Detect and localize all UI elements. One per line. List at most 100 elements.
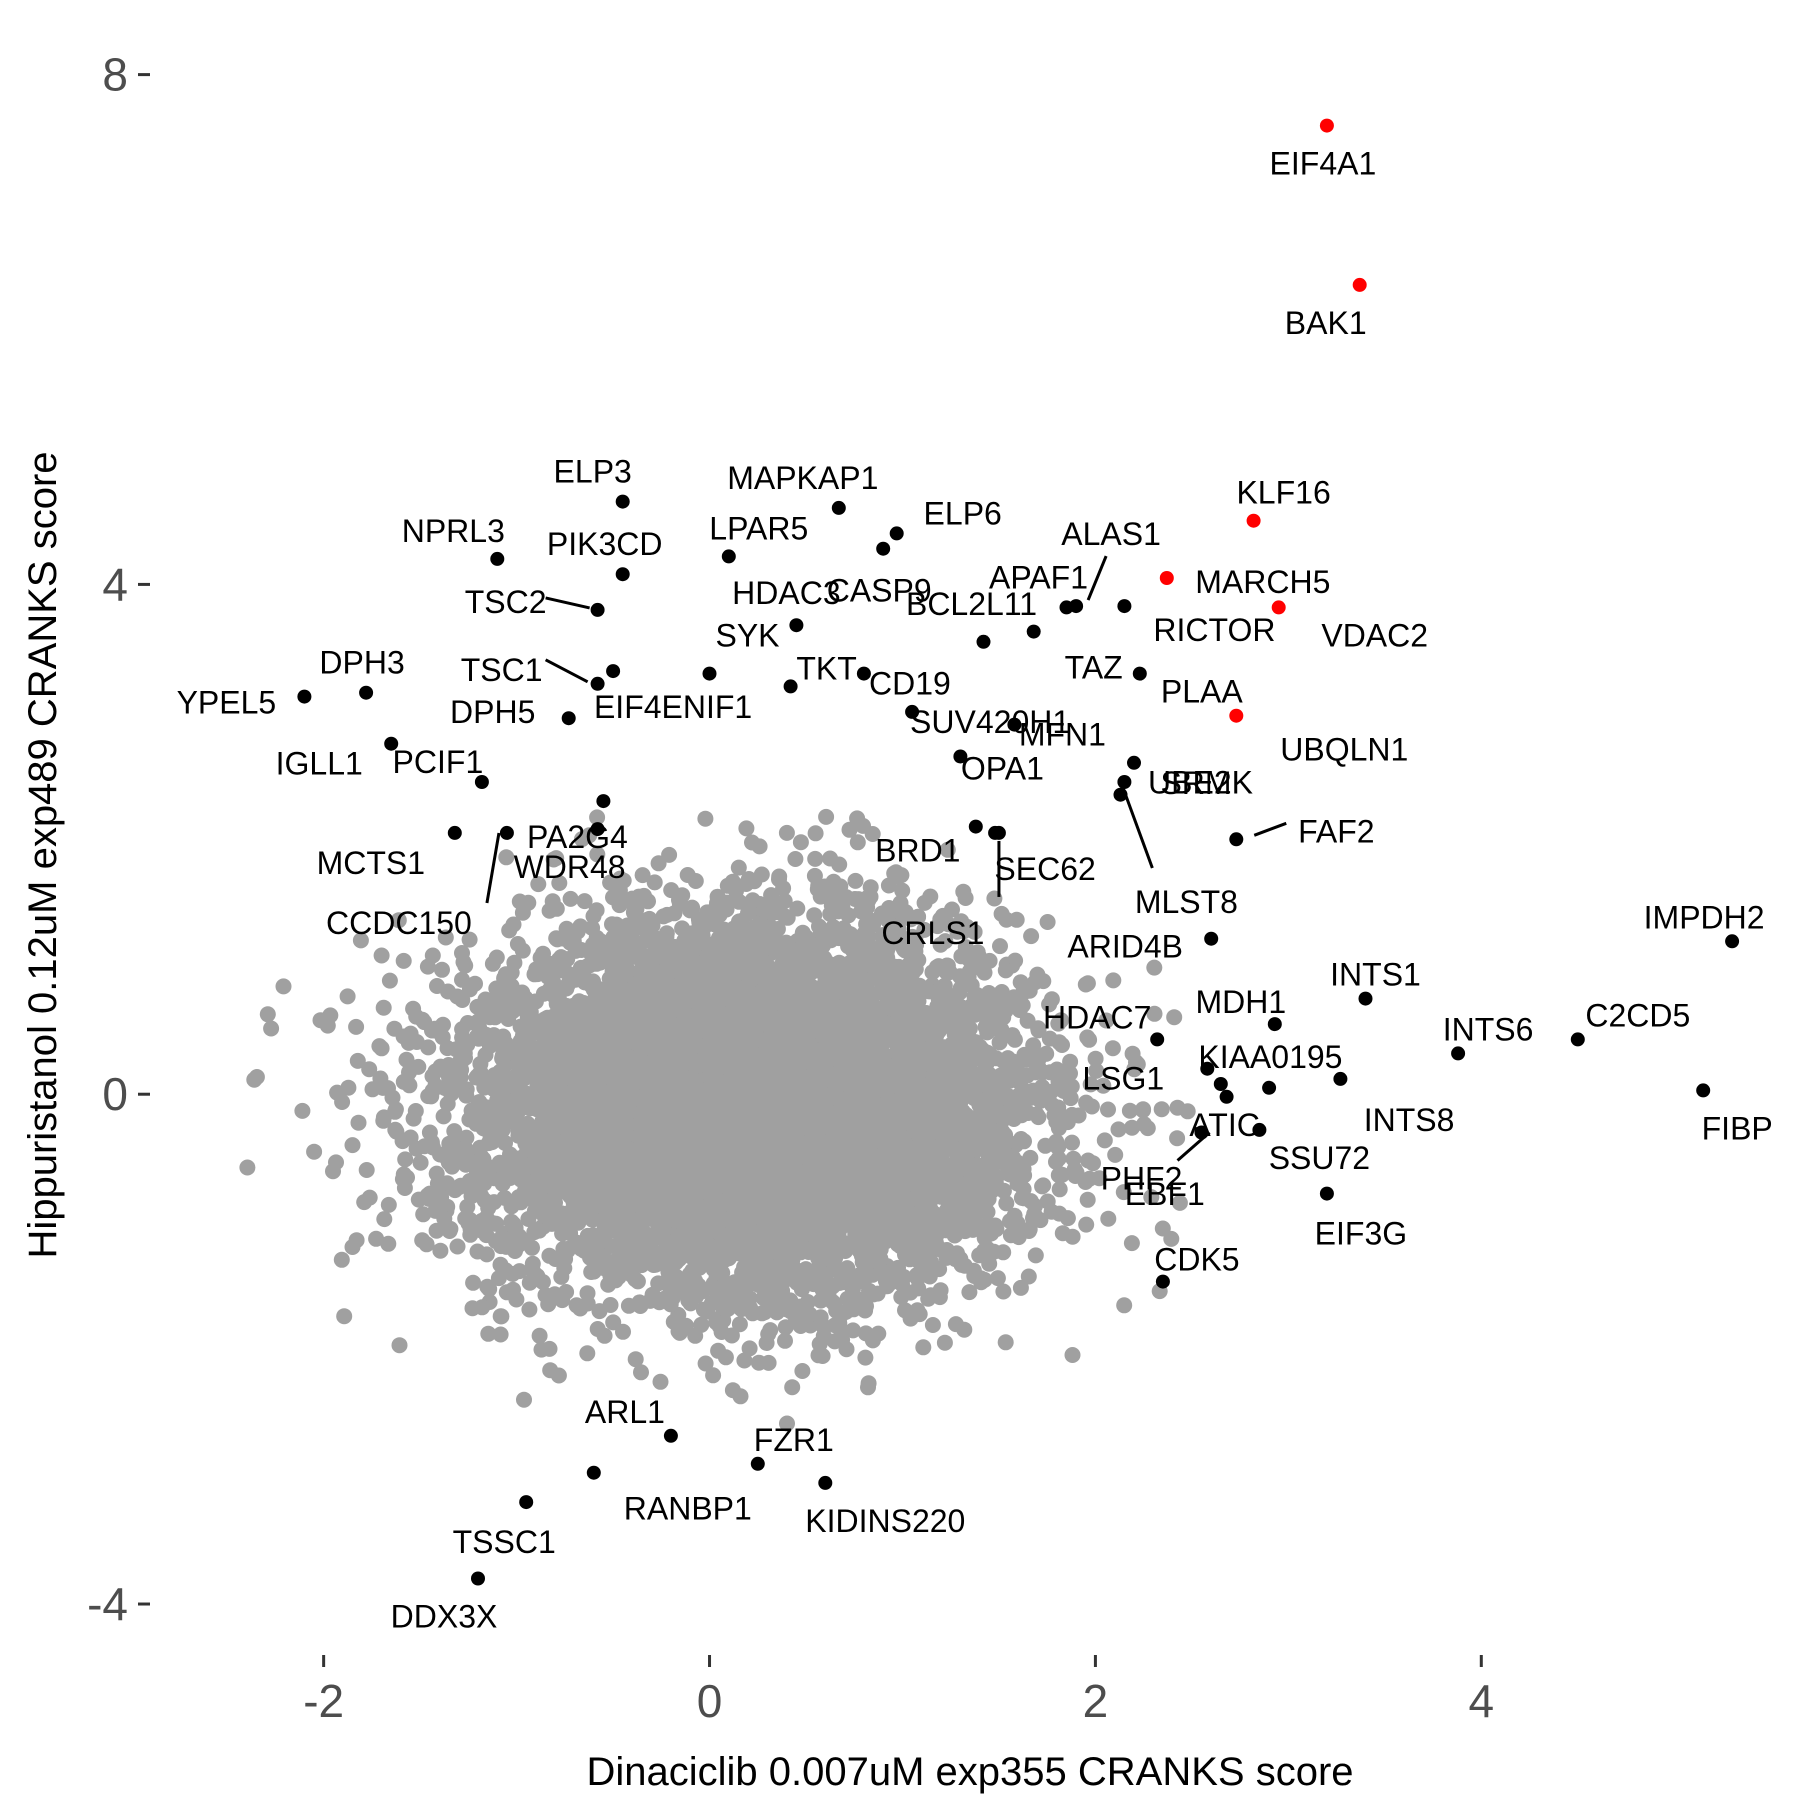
background-point (344, 1137, 361, 1154)
background-point (553, 1268, 570, 1285)
background-point (294, 1102, 311, 1119)
background-point (1105, 972, 1122, 989)
background-point (375, 999, 392, 1016)
background-point (461, 931, 478, 948)
background-point (860, 1375, 877, 1392)
background-point (741, 1340, 758, 1357)
background-point (380, 1235, 397, 1252)
background-point (459, 1015, 476, 1031)
background-point (687, 1327, 704, 1344)
background-point (498, 849, 515, 866)
background-point (992, 938, 1008, 955)
background-point (793, 1281, 810, 1298)
background-point (1012, 1279, 1029, 1296)
background-point (492, 1326, 509, 1343)
background-point (263, 1020, 280, 1037)
background-point (579, 1345, 596, 1362)
background-point (371, 1038, 388, 1055)
background-point (847, 872, 864, 889)
background-point (558, 1284, 575, 1300)
background-point (924, 1317, 941, 1333)
background-point (633, 1364, 649, 1381)
background-point (1035, 1177, 1052, 1194)
background-point (936, 1334, 953, 1351)
background-point (1115, 1184, 1132, 1201)
background-point (480, 1325, 497, 1342)
background-point (435, 1108, 452, 1125)
background-point (1166, 1009, 1183, 1026)
background-point (939, 841, 956, 858)
background-point (1143, 1189, 1160, 1206)
background-point (1100, 1210, 1117, 1227)
background-points (239, 808, 1196, 1432)
background-point (520, 1211, 537, 1227)
background-point (818, 808, 835, 825)
background-point (398, 1051, 415, 1068)
background-point (1041, 1030, 1058, 1047)
background-point (1021, 1223, 1037, 1239)
background-point (1107, 1146, 1124, 1163)
background-point (736, 1352, 753, 1369)
background-point (719, 877, 736, 894)
background-point (239, 1159, 256, 1176)
background-point (333, 1251, 350, 1268)
background-point (589, 809, 606, 826)
background-point (358, 1162, 375, 1178)
background-point (562, 890, 579, 907)
background-point (531, 1327, 548, 1344)
background-point (1064, 1134, 1080, 1151)
background-point (740, 871, 757, 887)
background-point (541, 1247, 558, 1264)
background-point (811, 1336, 828, 1352)
background-point (1121, 1102, 1138, 1119)
background-point (391, 1337, 408, 1354)
background-point (462, 1221, 479, 1238)
background-point (961, 1284, 978, 1301)
background-point (1030, 1022, 1047, 1039)
background-point (275, 978, 292, 995)
background-point (1088, 1062, 1105, 1079)
background-point (902, 911, 919, 928)
background-point (428, 1222, 445, 1239)
background-point (1077, 976, 1094, 993)
background-point (787, 851, 804, 867)
background-point (605, 1314, 622, 1331)
background-point (1002, 1227, 1019, 1244)
background-point (956, 1321, 973, 1338)
background-point (454, 1029, 471, 1046)
background-point (1085, 1155, 1101, 1172)
background-point (652, 1373, 669, 1390)
background-point (1087, 1050, 1104, 1067)
background-point (1136, 1116, 1153, 1133)
background-point (518, 1233, 535, 1249)
background-point (995, 1283, 1012, 1300)
background-point (421, 1124, 438, 1141)
background-point (915, 1339, 932, 1356)
background-point (488, 949, 505, 966)
background-point (449, 1238, 466, 1255)
background-point (731, 893, 748, 910)
background-point (841, 821, 858, 838)
background-point (794, 1363, 811, 1379)
background-point (904, 959, 921, 976)
background-point (415, 1206, 432, 1223)
background-point (551, 875, 568, 891)
background-point (340, 1079, 357, 1096)
background-point (541, 1340, 558, 1357)
background-point (516, 1391, 532, 1408)
background-point (465, 1274, 482, 1291)
background-point (646, 874, 663, 891)
background-point (1079, 1191, 1096, 1208)
background-point (627, 1351, 644, 1368)
background-point (1054, 1225, 1071, 1242)
background-point (894, 882, 911, 899)
background-point (989, 1270, 1006, 1287)
background-point (1059, 1210, 1076, 1227)
background-point (1065, 1150, 1082, 1167)
background-point (634, 867, 651, 884)
background-point (432, 1242, 449, 1259)
background-point (697, 810, 714, 827)
background-point (380, 1196, 397, 1213)
background-point (991, 1034, 1008, 1051)
